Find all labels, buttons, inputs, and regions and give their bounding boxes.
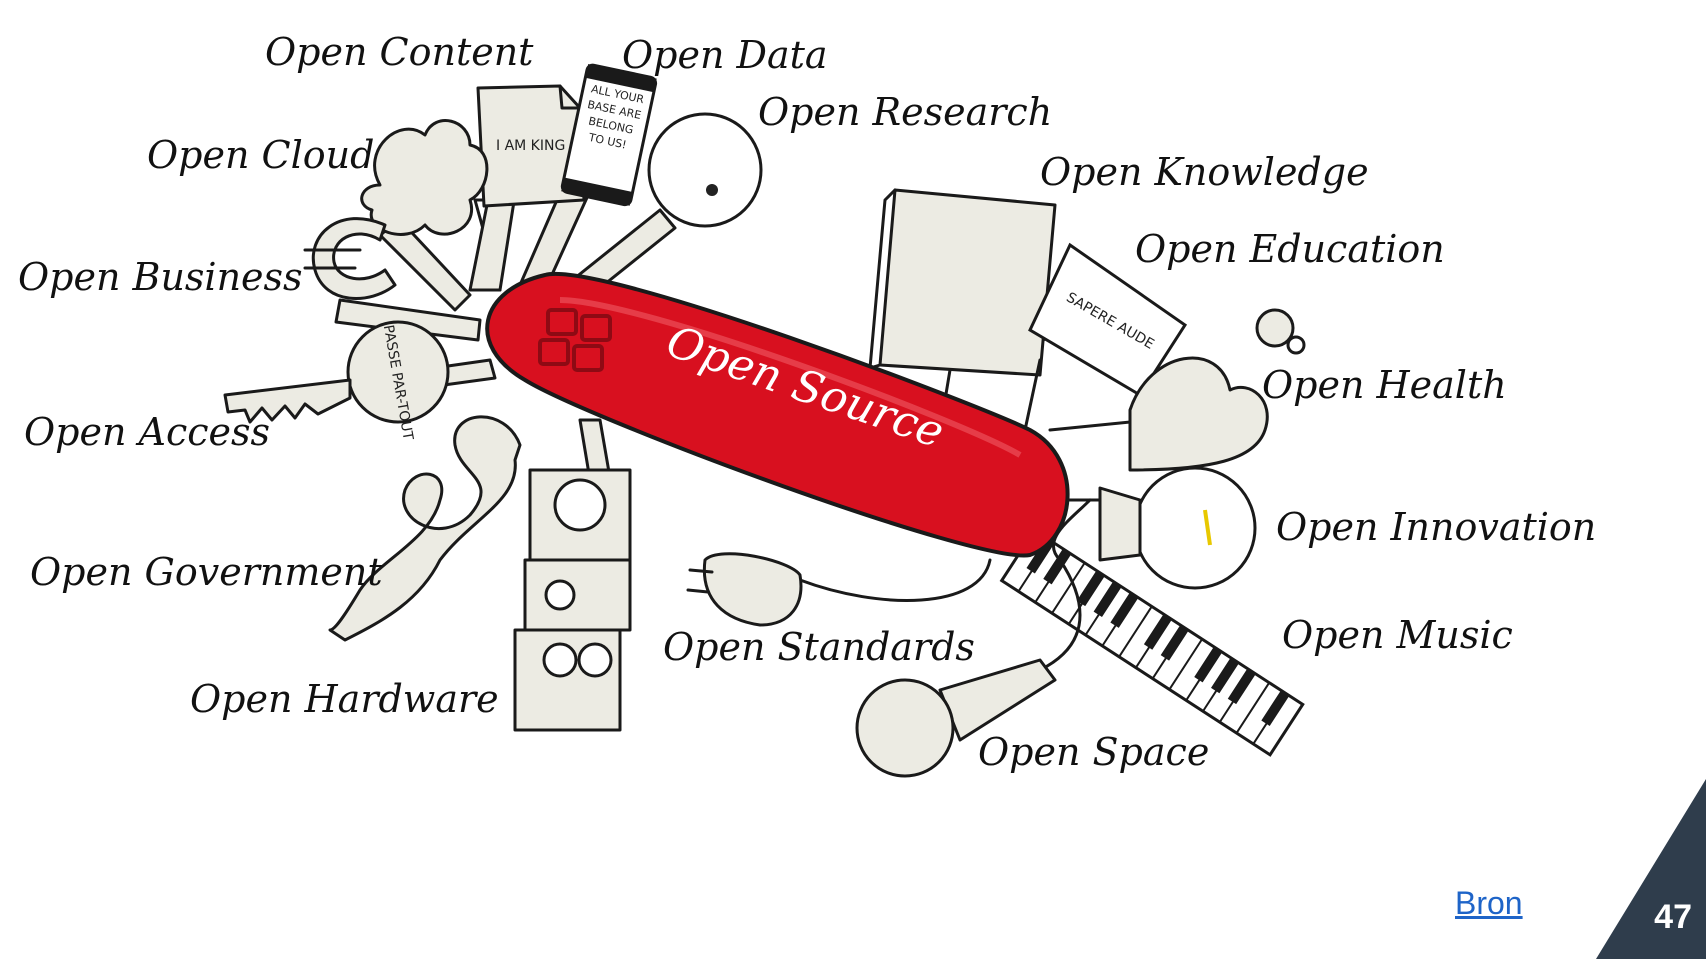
microphone-prop bbox=[855, 498, 1092, 778]
paragraph-prop bbox=[328, 415, 522, 642]
label-open-health: Open Health bbox=[1262, 363, 1507, 407]
label-open-cloud: Open Cloud bbox=[147, 133, 374, 177]
label-open-government: Open Government bbox=[30, 550, 383, 594]
cloud-prop bbox=[360, 119, 489, 236]
plug-prop bbox=[686, 552, 992, 627]
label-open-content: Open Content bbox=[265, 30, 534, 74]
book-prop bbox=[868, 188, 1057, 402]
euro-prop bbox=[303, 217, 397, 300]
category-labels: Open Content Open Data Open Research Ope… bbox=[18, 30, 1596, 774]
label-open-music: Open Music bbox=[1282, 613, 1513, 657]
hardware-prop bbox=[513, 468, 632, 732]
lightbulb-prop bbox=[1098, 466, 1257, 590]
label-open-research: Open Research bbox=[758, 90, 1052, 134]
page-number: 47 bbox=[1654, 898, 1692, 936]
sign-prop: SAPERE AUDE bbox=[1023, 242, 1188, 432]
label-open-business: Open Business bbox=[18, 255, 303, 299]
paper-prop: I AM KING bbox=[476, 84, 586, 208]
heart-prop bbox=[1128, 308, 1306, 472]
label-open-standards: Open Standards bbox=[663, 625, 975, 669]
label-open-education: Open Education bbox=[1135, 227, 1445, 271]
source-link[interactable]: Bron bbox=[1455, 885, 1523, 921]
can-prop: ALL YOUR BASE ARE BELONG TO US! bbox=[560, 63, 658, 207]
paper-prop-text: I AM KING bbox=[496, 138, 565, 154]
label-open-access: Open Access bbox=[24, 410, 270, 454]
label-open-innovation: Open Innovation bbox=[1276, 505, 1596, 549]
label-open-space: Open Space bbox=[978, 730, 1209, 774]
label-open-knowledge: Open Knowledge bbox=[1040, 150, 1369, 194]
can-prop-text: ALL YOUR BASE ARE BELONG TO US! bbox=[586, 82, 646, 152]
keyboard-prop bbox=[999, 528, 1305, 757]
label-open-hardware: Open Hardware bbox=[190, 677, 499, 721]
knife-logo bbox=[538, 308, 612, 372]
label-open-data: Open Data bbox=[622, 33, 828, 77]
magnifier-prop bbox=[647, 112, 763, 228]
